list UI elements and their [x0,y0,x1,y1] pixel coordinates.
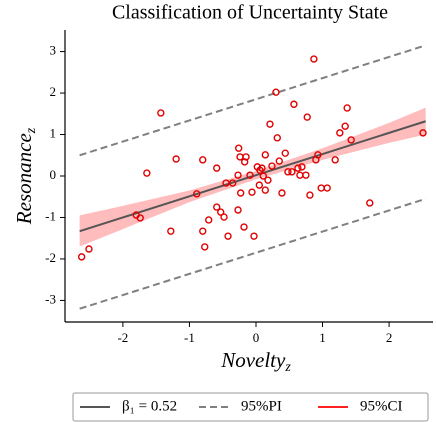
scatter-point [366,199,374,207]
scatter-point [266,120,274,128]
scatter-point [143,169,151,177]
scatter-point [261,186,270,194]
scatter-point [213,164,221,172]
scatter-point [281,149,289,157]
legend-label: β₁ = 0.52 [122,398,177,414]
scatter-point [240,223,248,231]
scatter-point [314,151,322,159]
scatter-point [275,157,283,165]
scatter-point [193,190,201,198]
x-tick-label: -1 [184,330,195,345]
scatter-point [77,253,86,261]
pi-upper [79,44,426,157]
scatter-point [240,158,249,166]
y-label-sub: z [24,127,39,134]
scatter-point [347,136,355,144]
y-tick-label: 2 [50,84,57,99]
scatter-point [302,171,310,179]
scatter-point [336,129,344,137]
scatter-point [167,227,175,235]
scatter-point [234,171,242,179]
scatter-point [261,151,270,159]
scatter-point [331,156,339,164]
scatter-point [273,134,281,142]
x-tick-label: 1 [319,330,326,345]
scatter-point [234,144,243,152]
scatter-point [213,203,221,211]
y-tick-label: 3 [50,43,57,58]
legend-label: 95%PI [241,398,282,414]
scatter-point [256,166,264,174]
scatter-point [310,55,318,63]
pi-lower [79,197,426,310]
scatter-point [284,168,292,176]
regression-line [79,120,426,233]
scatter-point [250,232,258,240]
scatter-point [298,163,306,171]
scatter-point [296,171,304,179]
scatter-point [255,181,264,189]
scatter-point [323,184,331,192]
scatter-point [248,188,256,196]
legend-box [72,392,429,422]
y-tick-label: -3 [45,291,56,306]
scatter-point [199,227,207,235]
scatter-point [341,122,349,130]
legend-label: 95%CI [360,398,403,414]
y-tick-label: 1 [50,126,57,141]
scatter-point [306,191,314,199]
y-tick-label: 0 [50,167,57,182]
x-label-sub: z [284,360,291,375]
scatter-point [234,206,242,214]
scatter-point [419,129,427,137]
scatter-point [236,153,244,161]
scatter-point [246,171,254,179]
chart-title: Classification of Uncertainty State [112,2,388,24]
scatter-point [242,153,250,161]
scatter-point [228,179,237,187]
x-label-main: Novelty [220,348,286,372]
scatter-point [172,155,180,163]
y-tick-label: -2 [45,250,56,265]
scatter-point [288,168,296,176]
x-tick-label: 0 [253,330,260,345]
x-tick-label: 2 [386,330,393,345]
scatter-point [317,184,325,192]
y-axis-label: Resonancez [12,127,39,225]
scatter-point [264,176,272,184]
scatter-point [268,162,276,170]
scatter-point [220,213,228,221]
scatter-point [224,232,232,240]
scatter-point [157,109,165,117]
scatter-point [303,113,311,121]
scatter-point [259,172,268,180]
scatter-point [85,245,93,253]
scatter-point [258,164,266,172]
scatter-point [205,216,213,224]
x-axis-label: Noveltyz [220,348,291,375]
scatter-point [294,164,302,172]
scatter-point [278,189,286,197]
y-label-main: Resonance [12,133,36,225]
scatter-point [199,156,207,164]
scatter-point [343,104,351,112]
scatter-point [201,243,209,251]
y-tick-label: -1 [45,208,56,223]
scatter-point [136,214,144,222]
scatter-point [236,189,245,197]
x-tick-label: -2 [117,330,128,345]
scatter-point [290,100,298,108]
scatter-point [217,208,225,216]
scatter-point [272,88,280,96]
